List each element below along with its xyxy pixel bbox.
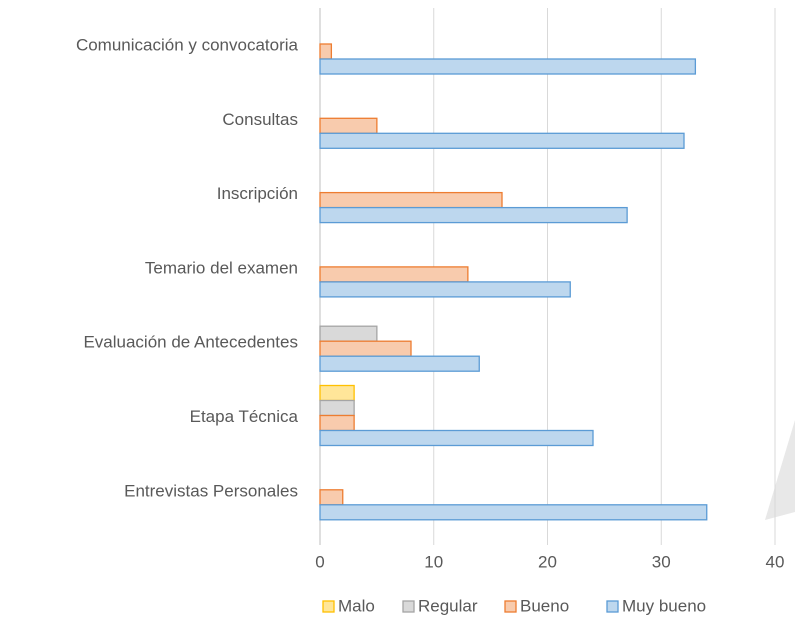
bar [319,340,412,357]
bar [319,266,469,283]
y-tick-label: Consultas [222,110,298,129]
x-tick-label: 10 [424,552,443,571]
decoration [765,420,795,520]
bar [319,504,708,521]
bar [319,43,333,60]
bar [319,191,503,209]
legend-label: Regular [418,596,478,615]
bar [319,281,571,298]
legend-label: Bueno [520,596,569,615]
legend-label: Malo [338,596,375,615]
y-tick-label: Temario del examen [145,258,298,277]
bar [319,489,344,506]
bar [319,355,480,372]
x-tick-label: 30 [652,552,671,571]
bar [319,117,378,134]
x-tick-label: 0 [315,552,324,571]
y-tick-label: Comunicación y convocatoria [76,35,299,54]
legend-swatch [504,600,517,613]
legend-swatch [402,600,415,613]
bar [319,414,355,432]
bar [319,132,685,149]
bar [319,58,697,75]
y-tick-label: Etapa Técnica [190,407,299,426]
x-tick-label: 20 [538,552,557,571]
bar [319,429,594,447]
legend-label: Muy bueno [622,596,706,615]
legend-swatch [322,600,335,613]
bar [319,206,628,224]
bar [319,399,355,417]
legend-swatch [606,600,619,613]
y-tick-label: Entrevistas Personales [124,481,298,500]
bar [319,384,355,402]
x-tick-label: 40 [766,552,785,571]
bar [319,325,378,342]
y-tick-label: Evaluación de Antecedentes [83,333,298,352]
y-tick-label: Inscripción [217,184,298,203]
